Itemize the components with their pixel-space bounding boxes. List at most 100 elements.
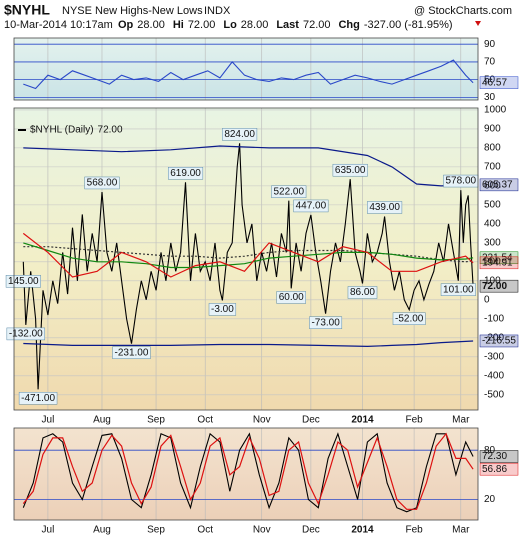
annotation-label: -52.00 [395, 313, 424, 324]
annotation-label: 145.00 [8, 276, 39, 287]
annotation-box [276, 291, 306, 304]
x-tick-label: Dec [302, 525, 320, 536]
y-tick-label: 800 [484, 143, 501, 154]
quote-label: Last [276, 19, 299, 31]
last-value-label: 46.57 [482, 77, 507, 88]
y-tick-label: 1000 [484, 105, 507, 116]
quote-value: 72.00 [188, 19, 216, 31]
annotation-label: 522.00 [273, 186, 304, 197]
annotation-label: -132.00 [9, 329, 43, 340]
annotation-box [208, 303, 237, 316]
x-tick-label: 2014 [351, 525, 374, 536]
series-line [22, 232, 474, 278]
annotation-box [309, 316, 343, 329]
annotation-label: -471.00 [21, 393, 55, 404]
panel-border [13, 427, 479, 521]
annotation-label: 619.00 [170, 168, 201, 179]
annotation-label: 447.00 [296, 201, 327, 212]
last-value-box [479, 256, 519, 270]
series-line [23, 242, 474, 269]
last-value-label: 56.86 [482, 464, 507, 475]
last-value-box [479, 178, 519, 192]
panel-background [14, 108, 478, 410]
brand: @ StockCharts.com [414, 5, 512, 17]
annotation-box [332, 163, 368, 177]
annotation-label: 439.00 [369, 202, 400, 213]
y-tick-label: 600 [484, 181, 501, 192]
y-tick-label: 200 [484, 256, 501, 267]
y-tick-label: 100 [484, 275, 501, 286]
quote: Op 28.00 Hi 72.00 Lo 28.00 Last 72.00 Chg -327.00… [118, 19, 453, 31]
annotation-box [84, 176, 120, 190]
x-tick-label: Aug [93, 415, 111, 426]
x-tick-label: Oct [197, 525, 213, 536]
x-tick-label: Mar [452, 415, 470, 426]
annotation-box [5, 275, 41, 288]
y-tick-label: 300 [484, 237, 501, 248]
x-tick-label: 2014 [351, 415, 374, 426]
y-tick-label: -100 [484, 313, 504, 324]
last-value-box [479, 334, 519, 348]
x-tick-label: Jul [42, 525, 55, 536]
last-value-box [479, 462, 519, 476]
quote-label: Lo [223, 19, 237, 31]
quote-label: Hi [173, 19, 184, 31]
x-tick-label: Sep [147, 415, 165, 426]
y-tick-label: 0 [484, 294, 490, 305]
quote-value: 28.00 [241, 19, 269, 31]
series-line [23, 145, 474, 187]
y-tick-label: 30 [484, 92, 496, 103]
y-tick-label: -300 [484, 351, 504, 362]
x-tick-label: Feb [405, 525, 423, 536]
annotation-box [6, 327, 46, 341]
y-tick-label: 500 [484, 200, 501, 211]
y-tick-label: 50 [484, 74, 496, 85]
index-name: NYSE New Highs-New Lows [62, 5, 203, 17]
x-tick-label: Nov [253, 525, 271, 536]
x-tick-label: Mar [452, 525, 470, 536]
exchange: INDX [204, 5, 231, 17]
y-tick-label: -200 [484, 332, 504, 343]
last-value-label: -216.55 [482, 336, 516, 347]
series-line [23, 59, 474, 90]
x-tick-label: Feb [405, 415, 423, 426]
last-value-box [479, 450, 519, 463]
series-line [22, 432, 474, 513]
last-value-label: 72.30 [482, 451, 507, 462]
x-tick-label: Aug [93, 525, 111, 536]
x-tick-label: Oct [197, 415, 213, 426]
annotation-label: 635.00 [335, 165, 366, 176]
last-value-label: 221.54 [482, 252, 513, 263]
series-line [22, 432, 474, 510]
annotation-box [18, 392, 58, 405]
x-tick-label: Nov [253, 415, 271, 426]
quote-value: -327.00 (-81.95%) [364, 19, 453, 31]
annotation-box [440, 283, 476, 296]
annotation-label: 824.00 [224, 129, 255, 140]
x-tick-label: Jul [42, 415, 55, 426]
y-tick-label: 900 [484, 124, 501, 135]
y-tick-label: 70 [484, 57, 496, 68]
panel-border [13, 37, 479, 101]
legend-value: 72.00 [98, 125, 123, 136]
annotation-label: 86.00 [350, 287, 375, 298]
panel-background [14, 38, 478, 100]
y-tick-label: 700 [484, 162, 501, 173]
annotation-box [347, 286, 378, 299]
last-value-box [479, 76, 519, 89]
panel-background [14, 428, 478, 520]
x-tick-label: Sep [147, 525, 165, 536]
symbol: $NYHL [4, 2, 50, 18]
y-tick-label: -400 [484, 370, 504, 381]
annotation-label: -3.00 [211, 304, 234, 315]
series-line [23, 340, 474, 348]
annotation-box [367, 201, 403, 214]
quote-value: 72.00 [303, 19, 331, 31]
annotation-box [293, 199, 329, 213]
panel-border [13, 107, 479, 411]
last-value-box [479, 279, 519, 293]
annotation-box [271, 185, 307, 198]
annotation-label: -231.00 [115, 347, 149, 358]
last-value-label: 72.00 [482, 281, 507, 292]
annotation-label: -73.00 [311, 317, 340, 328]
